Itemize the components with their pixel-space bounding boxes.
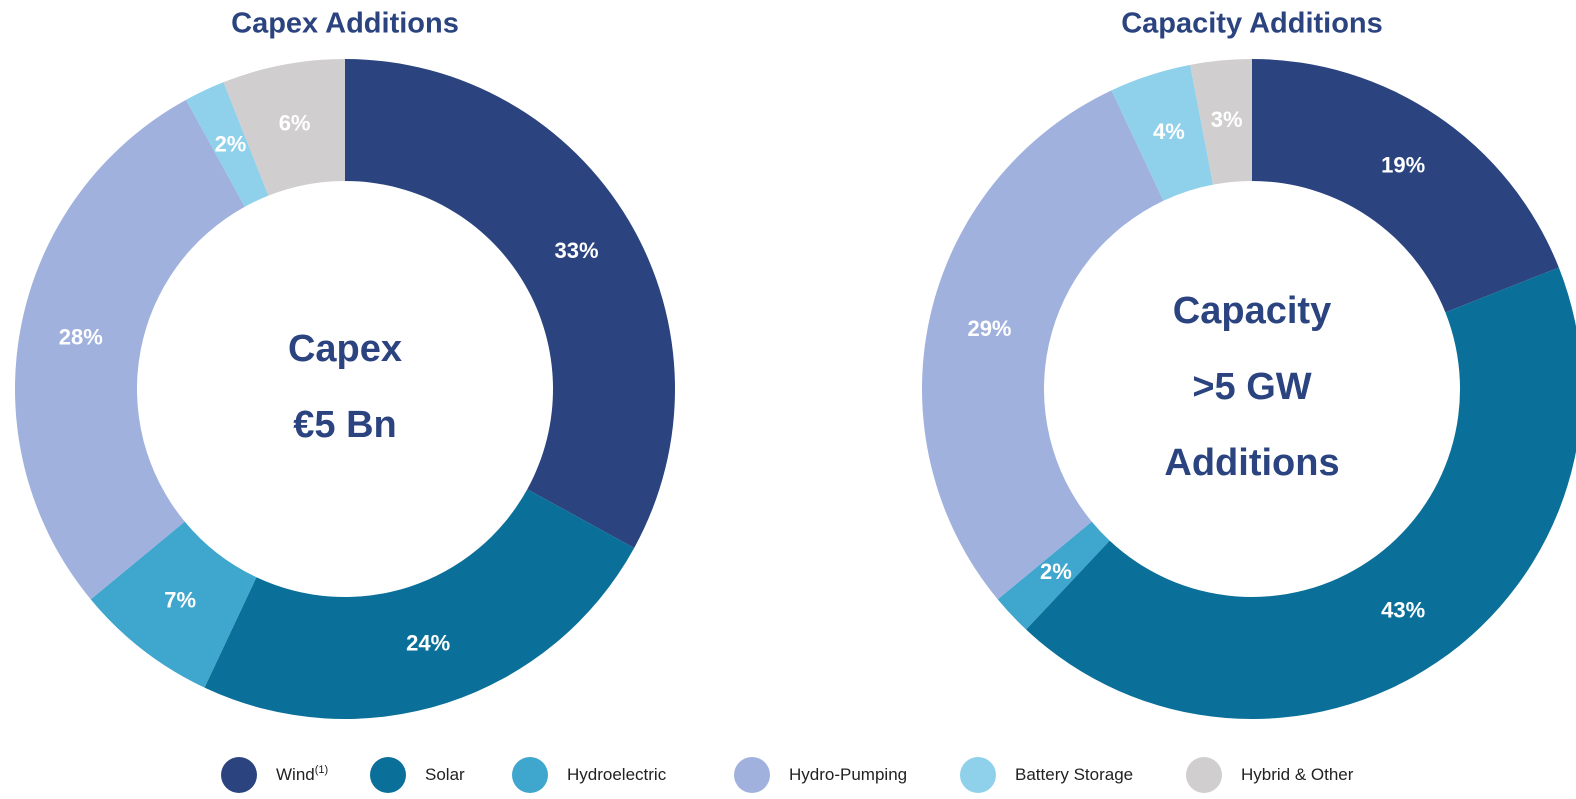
legend-name: Hybrid & Other	[1241, 765, 1354, 784]
center-text: >5 GW	[1192, 366, 1311, 408]
value-label: 19%	[1381, 152, 1425, 177]
center-text: Additions	[1164, 442, 1339, 484]
legend-label: Wind(1)	[276, 764, 328, 785]
value-label: 7%	[164, 587, 196, 612]
center-text: Capacity	[1173, 290, 1331, 332]
legend-icon	[512, 757, 548, 793]
legend-icon	[734, 757, 770, 793]
legend-label: Solar	[425, 765, 465, 784]
value-label: 33%	[555, 238, 599, 263]
value-label: 43%	[1381, 597, 1425, 622]
center-text: Capex	[288, 328, 402, 370]
donut-segment	[223, 59, 345, 196]
legend-name: Solar	[425, 765, 465, 784]
donut-segment	[1190, 59, 1252, 185]
chart-title: Capex Additions	[231, 8, 459, 40]
value-label: 4%	[1153, 119, 1185, 144]
donut-segment	[1252, 59, 1559, 313]
donut-segment	[922, 90, 1164, 600]
donut-segment	[997, 521, 1110, 630]
legend-label: Hydroelectric	[567, 765, 667, 784]
donut-segment	[90, 521, 257, 688]
value-label: 2%	[1040, 559, 1072, 584]
legend-note: (1)	[315, 764, 328, 776]
legend-name: Hydroelectric	[567, 765, 667, 784]
value-label: 3%	[1211, 107, 1243, 132]
value-label: 24%	[406, 631, 450, 656]
donut-segment	[14, 99, 245, 600]
donut-segment	[204, 489, 635, 719]
value-label: 2%	[215, 131, 247, 156]
legend-icon	[370, 757, 406, 793]
donut-segment	[186, 82, 269, 207]
legend-name: Battery Storage	[1015, 765, 1133, 784]
legend-icon	[1186, 757, 1222, 793]
legend-label: Hydro-Pumping	[789, 765, 907, 784]
donut-segment	[1026, 267, 1576, 719]
value-label: 6%	[279, 111, 311, 136]
legend-icon	[960, 757, 996, 793]
chart-title: Capacity Additions	[1121, 8, 1383, 40]
legend-label: Hybrid & Other	[1241, 765, 1354, 784]
legend-name: Hydro-Pumping	[789, 765, 907, 784]
value-label: 29%	[967, 316, 1011, 341]
legend-label: Battery Storage	[1015, 765, 1133, 784]
center-text: €5 Bn	[293, 404, 396, 446]
legend-name: Wind	[276, 765, 315, 784]
legend-icon	[221, 757, 257, 793]
donut-segment	[1111, 64, 1214, 201]
value-label: 28%	[59, 324, 103, 349]
donut-segment	[345, 59, 675, 548]
